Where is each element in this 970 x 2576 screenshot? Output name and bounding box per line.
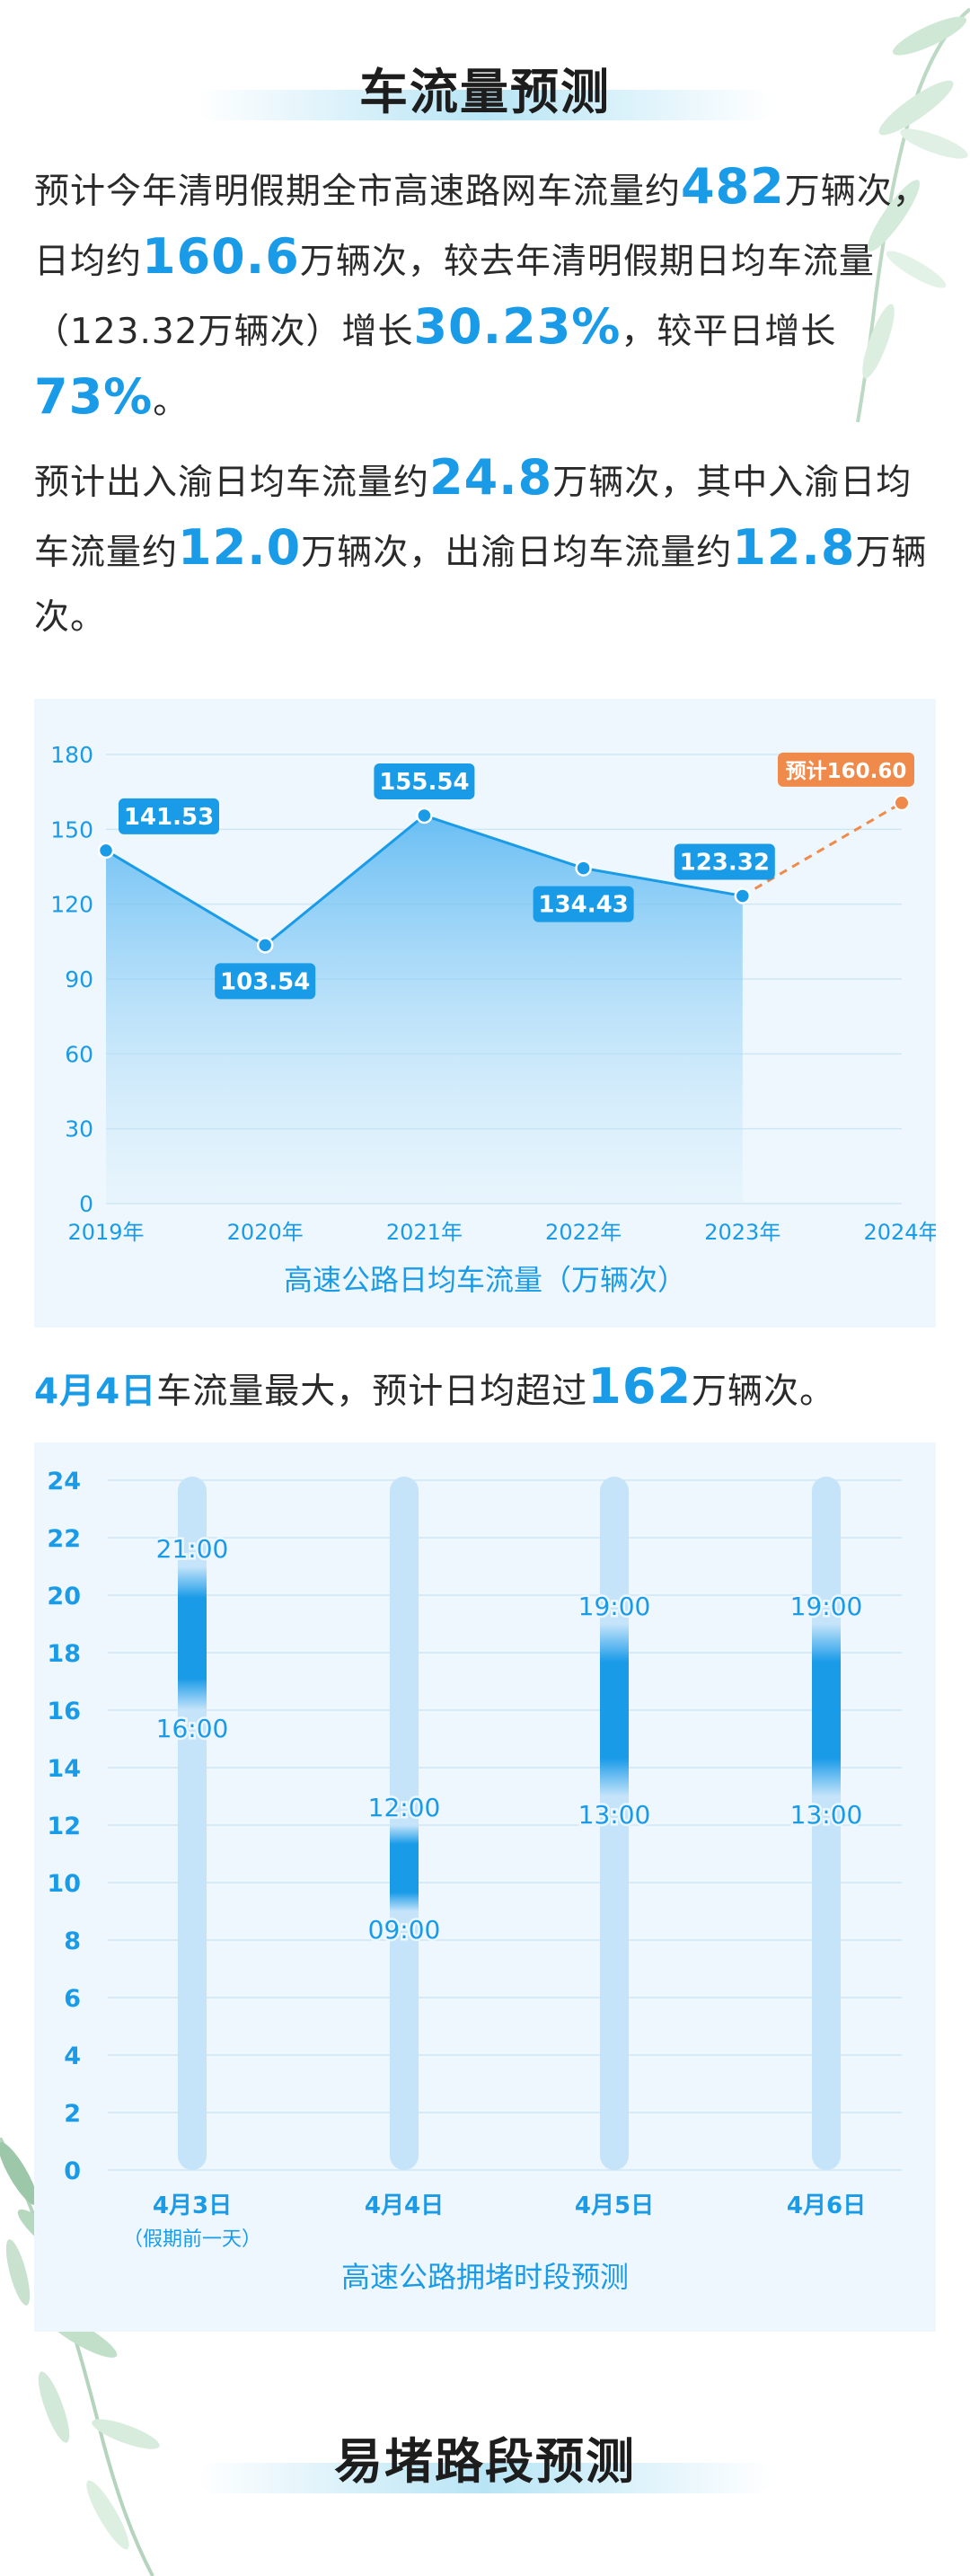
value-total-482: 482 (681, 158, 785, 215)
y-tick-label: 6 (64, 1985, 81, 2013)
congestion-period (178, 1566, 207, 1710)
data-label: 141.53 (124, 804, 214, 831)
value-in-out-24-8: 24.8 (429, 449, 553, 506)
section-title-congestion: 易堵路段预测 (334, 2433, 636, 2490)
data-label-box (533, 886, 634, 922)
period-end-label: 21:00 (156, 1534, 229, 1564)
congestion-period (390, 1825, 419, 1911)
data-label-box (119, 798, 219, 834)
y-tick-label: 22 (47, 1525, 81, 1553)
x-category-label: 4月3日 (153, 2192, 232, 2219)
y-tick-label: 18 (47, 1640, 81, 1668)
text: 预计出入渝日均车流量约 (34, 463, 430, 503)
text: 万辆次，较去年清明假期日均车流量（123.32万辆次）增长 (34, 242, 875, 352)
text: ，较平日增长 (621, 312, 837, 352)
text: 万辆次，出渝日均车流量约 (301, 533, 733, 573)
data-label-box (674, 843, 775, 880)
data-label: 103.54 (220, 968, 310, 995)
x-tick-label: 2020年 (227, 1220, 304, 1245)
value-peak-162: 162 (587, 1358, 692, 1415)
period-end-label: 12:00 (368, 1793, 441, 1822)
text: 万辆次。 (34, 533, 928, 638)
y-tick-label: 30 (65, 1116, 93, 1142)
time-band (390, 1477, 419, 2170)
period-start-label: 13:00 (790, 1800, 863, 1830)
value-growth-73: 73% (34, 368, 154, 425)
y-tick-label: 24 (47, 1468, 81, 1495)
paragraph-chongqing-traffic: 预计出入渝日均车流量约24.8万辆次，其中入渝日均车流量约12.0万辆次，出渝日… (34, 446, 941, 650)
x-tick-label: 2022年 (545, 1220, 622, 1245)
y-tick-label: 60 (65, 1041, 93, 1067)
y-tick-label: 2 (64, 2100, 81, 2128)
text: 车流量最大，预计日均超过 (156, 1372, 588, 1412)
data-point (575, 860, 592, 877)
chart-daily-traffic: 0 30 60 90 120 150 180 2019年 2020年 2021年 2022年 2023… (50, 742, 939, 1297)
data-label: 134.43 (538, 892, 628, 919)
y-tick-label: 150 (50, 816, 93, 842)
series-area (106, 815, 743, 1204)
paragraph-total-traffic: 预计今年清明假期全市高速路网车流量约482万辆次，日均约160.6万辆次，较去年… (34, 154, 941, 435)
peak-day-statement: 4月4日车流量最大，预计日均超过162万辆次。 (34, 1354, 941, 1425)
period-start-label: 16:00 (156, 1714, 229, 1743)
text: 万辆次。 (692, 1372, 836, 1412)
chart-title: 高速公路日均车流量（万辆次） (284, 1263, 686, 1297)
title-glow (198, 2463, 772, 2493)
y-tick-label: 8 (64, 1928, 81, 1955)
y-tick-label: 10 (47, 1870, 81, 1898)
data-label: 155.54 (379, 769, 469, 796)
y-tick-label: 4 (64, 2042, 81, 2070)
period-end-label: 19:00 (790, 1592, 863, 1621)
x-tick-label: 2024年 (863, 1220, 936, 1245)
period-start-label: 13:00 (578, 1800, 651, 1830)
y-tick-label: 0 (79, 1191, 93, 1217)
value-daily-160-6: 160.6 (142, 228, 300, 285)
chart-daily-traffic-panel: 0 30 60 90 120 150 180 2019年 2020年 2021年 2022年 2023… (34, 699, 940, 1328)
data-label-box (374, 763, 475, 799)
y-tick-label: 120 (50, 892, 93, 918)
x-tick-label: 2021年 (386, 1220, 463, 1245)
peak-day: 4月4日 (34, 1372, 157, 1412)
text: 预计今年清明假期全市高速路网车流量约 (34, 172, 682, 212)
x-tick-label: 2023年 (704, 1220, 780, 1245)
y-tick-label: 0 (64, 2157, 81, 2185)
x-category-label: 4月5日 (575, 2192, 654, 2219)
forecast-label-box (778, 752, 914, 787)
data-point (256, 937, 274, 954)
chart-congestion-periods: 02468101214161820222421:0016:004月3日（假期前一… (47, 1468, 902, 2294)
data-point (97, 842, 115, 860)
y-tick-label: 180 (50, 742, 93, 768)
chart-congestion-panel: 0 2 4 6 8 10 12 14 16 18 20 22 24 21:00 16:00 4月3日 （假期前一… (34, 1442, 936, 2332)
period-end-label: 19:00 (578, 1592, 651, 1621)
value-in-12-0: 12.0 (178, 519, 302, 576)
text: 万辆次，日均约 (34, 172, 929, 282)
x-category-label: 4月4日 (365, 2192, 444, 2219)
data-label-box (215, 963, 316, 1000)
period-start-label: 09:00 (368, 1915, 441, 1945)
y-tick-label: 20 (47, 1583, 81, 1610)
y-tick-label: 16 (47, 1698, 81, 1725)
x-tick-label: 2019年 (67, 1220, 144, 1245)
y-tick-label: 14 (47, 1755, 81, 1783)
value-out-12-8: 12.8 (732, 519, 856, 576)
forecast-line (742, 801, 903, 897)
y-tick-label: 12 (47, 1813, 81, 1840)
x-category-label: 4月6日 (787, 2192, 866, 2219)
text: 。 (153, 382, 190, 422)
title-glow (198, 90, 772, 120)
congestion-period (812, 1624, 841, 1796)
y-tick-label: 90 (65, 966, 93, 992)
data-point (416, 807, 433, 825)
section-title-traffic: 车流量预测 (359, 64, 611, 120)
data-point (734, 887, 752, 904)
value-growth-30-23: 30.23% (413, 298, 622, 355)
data-label: 123.32 (680, 849, 770, 876)
congestion-period (600, 1624, 629, 1796)
forecast-label: 预计160.60 (786, 760, 907, 783)
forecast-point (894, 794, 910, 811)
text: 万辆次，其中入渝日均车流量约 (34, 463, 913, 573)
chart-title: 高速公路拥堵时段预测 (341, 2260, 629, 2294)
x-category-sublabel: （假期前一天） (123, 2228, 261, 2251)
